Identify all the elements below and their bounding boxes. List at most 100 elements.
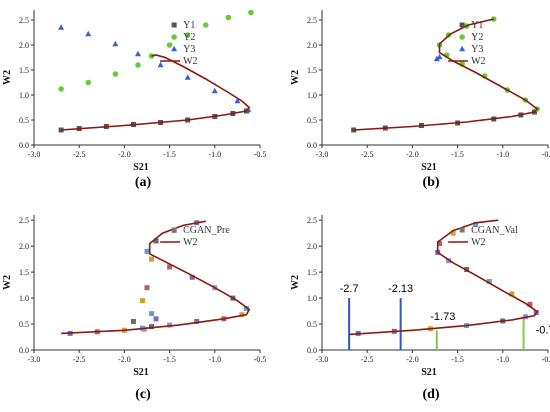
y-tick-label: 2.0 <box>19 41 29 50</box>
x-tick-label: -0.5 <box>542 150 550 159</box>
data-point-y3 <box>436 53 443 60</box>
y-tick-label: 1.5 <box>19 268 29 277</box>
data-point-y3 <box>58 24 65 30</box>
data-point-y2 <box>202 22 209 28</box>
legend-entry-label: Y2 <box>183 32 195 43</box>
y-axis-title: W2 <box>2 275 13 290</box>
x-tick-label: -1.5 <box>451 150 464 159</box>
data-point-cgan-pre <box>189 274 195 280</box>
data-point-cgan-pre <box>153 316 159 322</box>
data-point-cgan-pre <box>153 238 159 244</box>
x-tick-label: -2.0 <box>406 355 419 364</box>
vertical-marker-label: -2.13 <box>388 283 413 295</box>
y-tick-label: 2.0 <box>307 41 317 50</box>
y-tick-label: 0.0 <box>19 346 29 355</box>
y-tick-label: 2.5 <box>19 216 29 225</box>
data-point-y2 <box>225 14 232 21</box>
x-tick-label: -1.0 <box>208 355 221 364</box>
x-axis-title: S21 <box>133 367 149 378</box>
legend-swatch-circle <box>459 34 465 40</box>
legend-entry-label: W2 <box>183 56 197 67</box>
legend-entry-label: Y1 <box>471 20 483 31</box>
x-tick-label: -1.0 <box>208 150 221 159</box>
data-point-cgan-pre <box>149 256 155 262</box>
legend-entry-label: W2 <box>471 56 485 67</box>
legend-swatch-circle <box>171 34 177 40</box>
data-point-y3 <box>85 30 92 37</box>
y-tick-label: 1.0 <box>19 294 29 303</box>
y-axis-title: W2 <box>290 275 301 290</box>
panel-label: (b) <box>422 175 439 190</box>
y-tick-label: 2.0 <box>19 242 29 251</box>
x-tick-label: -2.0 <box>118 150 131 159</box>
data-point-y2 <box>135 62 141 68</box>
legend-swatch-square <box>459 227 465 233</box>
series-line-w2 <box>353 18 539 131</box>
data-point-cgan-pre <box>194 318 200 324</box>
x-tick-label: -2.5 <box>73 150 86 159</box>
data-point-cgan-val <box>450 230 456 236</box>
y-tick-label: 2.5 <box>19 16 29 25</box>
data-point-cgan-pre <box>130 318 136 324</box>
data-point-y3 <box>234 97 241 104</box>
data-point-cgan-pre <box>144 248 150 254</box>
data-point-cgan-val <box>486 278 492 284</box>
data-point-y2 <box>85 79 92 86</box>
data-point-cgan-pre <box>243 305 249 311</box>
x-tick-label: -0.5 <box>254 150 267 159</box>
vertical-marker-label: -2.7 <box>340 283 359 295</box>
y-tick-label: 1.0 <box>307 294 317 303</box>
x-tick-label: -1.5 <box>163 150 176 159</box>
legend-entry-label: Y3 <box>183 44 195 55</box>
x-tick-label: -3.0 <box>28 355 41 364</box>
legend-swatch-square <box>459 22 465 28</box>
legend-entry-label: Y2 <box>471 32 483 43</box>
data-point-y3 <box>112 40 119 47</box>
data-point-cgan-pre <box>239 312 245 318</box>
y-tick-label: 0.5 <box>19 320 29 329</box>
x-tick-label: -3.0 <box>28 150 41 159</box>
data-point-cgan-val <box>473 221 479 227</box>
x-tick-label: -0.5 <box>542 355 550 364</box>
x-axis-title: S21 <box>421 162 437 173</box>
x-tick-label: -1.5 <box>451 355 464 364</box>
data-point-y2 <box>248 9 254 16</box>
data-point-cgan-val <box>527 301 533 307</box>
vertical-marker-label: -0.77 <box>536 324 550 336</box>
data-point-cgan-pre <box>139 298 145 304</box>
legend-swatch-square <box>171 227 177 233</box>
data-point-cgan-pre <box>167 264 173 270</box>
y-tick-label: 0.0 <box>307 141 317 150</box>
y-tick-label: 2.5 <box>307 16 317 25</box>
x-tick-label: -2.5 <box>361 355 374 364</box>
data-point-y3 <box>157 61 164 68</box>
data-point-cgan-pre <box>149 324 155 330</box>
panel-label: (a) <box>135 175 152 190</box>
legend-entry-label: Y1 <box>183 20 195 31</box>
legend-entry-label: W2 <box>183 237 197 248</box>
data-point-cgan-val <box>437 241 443 247</box>
panel-label: (d) <box>422 387 439 402</box>
data-point-y2 <box>58 86 64 92</box>
data-point-y2 <box>112 71 119 77</box>
series-line-w2 <box>61 54 251 131</box>
data-point-cgan-pre <box>141 326 147 332</box>
y-tick-label: 0.0 <box>307 346 317 355</box>
chart-panel-1: -3.0 -2.5 -2.0 -1.5 -1.0 -0.5 0.0 0.5 1.0 1.5 2.0 2… <box>2 9 267 190</box>
legend-entry-label: Y3 <box>471 44 483 55</box>
x-tick-label: -2.5 <box>73 355 86 364</box>
y-axis-title: W2 <box>2 70 13 85</box>
x-tick-label: -3.0 <box>316 355 329 364</box>
data-point-cgan-pre <box>167 322 173 328</box>
x-tick-label: -3.0 <box>316 150 329 159</box>
x-axis-title: S21 <box>421 367 437 378</box>
y-tick-label: 1.0 <box>19 91 29 100</box>
data-point-y2 <box>184 32 191 38</box>
data-point-y3 <box>134 50 141 57</box>
y-tick-label: 1.5 <box>307 268 317 277</box>
y-tick-label: 2.5 <box>307 216 317 225</box>
series-line-w2 <box>61 220 251 335</box>
chart-panel-2: -3.0 -2.5 -2.0 -1.5 -1.0 -0.5 0.0 0.5 1.0 1.5 2.0 2… <box>290 10 550 190</box>
legend-swatch-triangle <box>171 45 178 52</box>
legend-entry-label: CGAN_Pre <box>183 225 230 236</box>
